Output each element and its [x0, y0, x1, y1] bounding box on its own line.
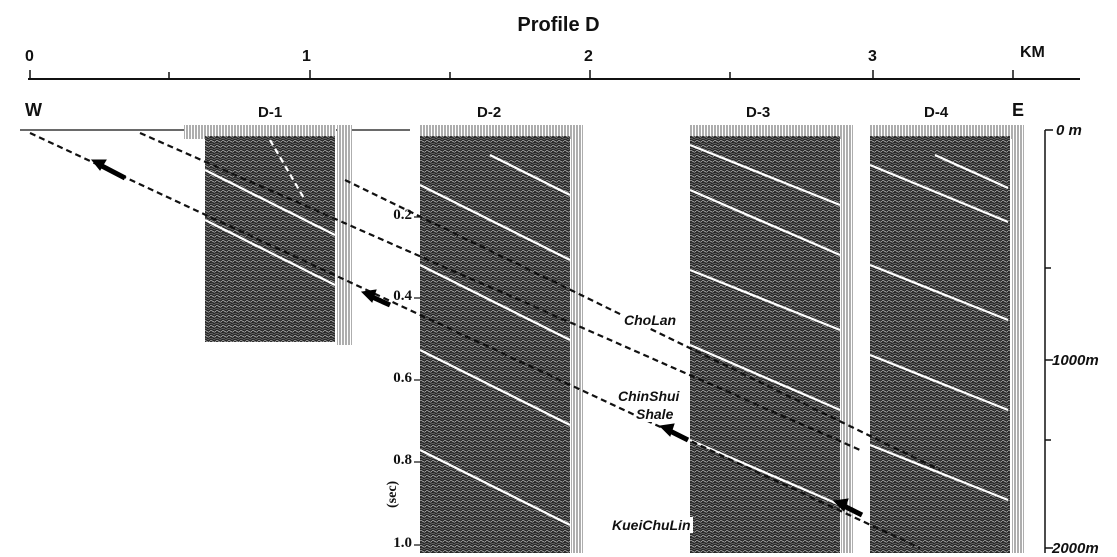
section-label-d2: D-2 — [477, 104, 502, 121]
time-tick-0.6: 0.6 — [393, 370, 412, 386]
time-tick-1.0: 1.0 — [393, 535, 412, 551]
scale-label-3: 3 — [868, 48, 877, 65]
scale-label-1: 1 — [302, 48, 311, 65]
time-tick-0.4: 0.4 — [393, 288, 412, 304]
time-axis-ticks — [414, 216, 420, 546]
seismic-panel-d4 — [870, 125, 1024, 553]
slip-arrows — [90, 159, 864, 518]
depth-label-0: 0 m — [1056, 122, 1082, 139]
section-label-d1: D-1 — [258, 104, 283, 121]
formation-kueichulin: KueiChuLin — [610, 517, 693, 533]
reflector-lines — [204, 139, 1009, 526]
formation-chinshui: ChinShui — [616, 388, 682, 404]
scale-unit: KM — [1020, 44, 1045, 61]
time-tick-0.8: 0.8 — [393, 452, 412, 468]
scale-label-0: 0 — [25, 48, 34, 65]
seismic-panel-d2 — [420, 125, 583, 553]
depth-label-1000: 1000m — [1052, 352, 1099, 369]
profile-title: Profile D — [517, 14, 600, 36]
section-label-d4: D-4 — [924, 104, 949, 121]
seismic-panel-d1 — [184, 125, 352, 345]
seismic-panel-d3 — [690, 125, 853, 553]
time-axis-label: (sec) — [385, 480, 400, 508]
direction-east: E — [1012, 100, 1025, 120]
scale-ticks — [29, 70, 1014, 79]
depth-ticks — [1045, 129, 1053, 549]
time-tick-0.2: 0.2 — [393, 207, 412, 223]
depth-label-2000: 2000m — [1052, 540, 1099, 557]
section-label-d3: D-3 — [746, 104, 771, 121]
formation-shale: Shale — [634, 406, 676, 422]
scale-label-2: 2 — [584, 48, 593, 65]
direction-west: W — [25, 100, 42, 120]
formation-cholan: ChoLan — [622, 312, 679, 328]
